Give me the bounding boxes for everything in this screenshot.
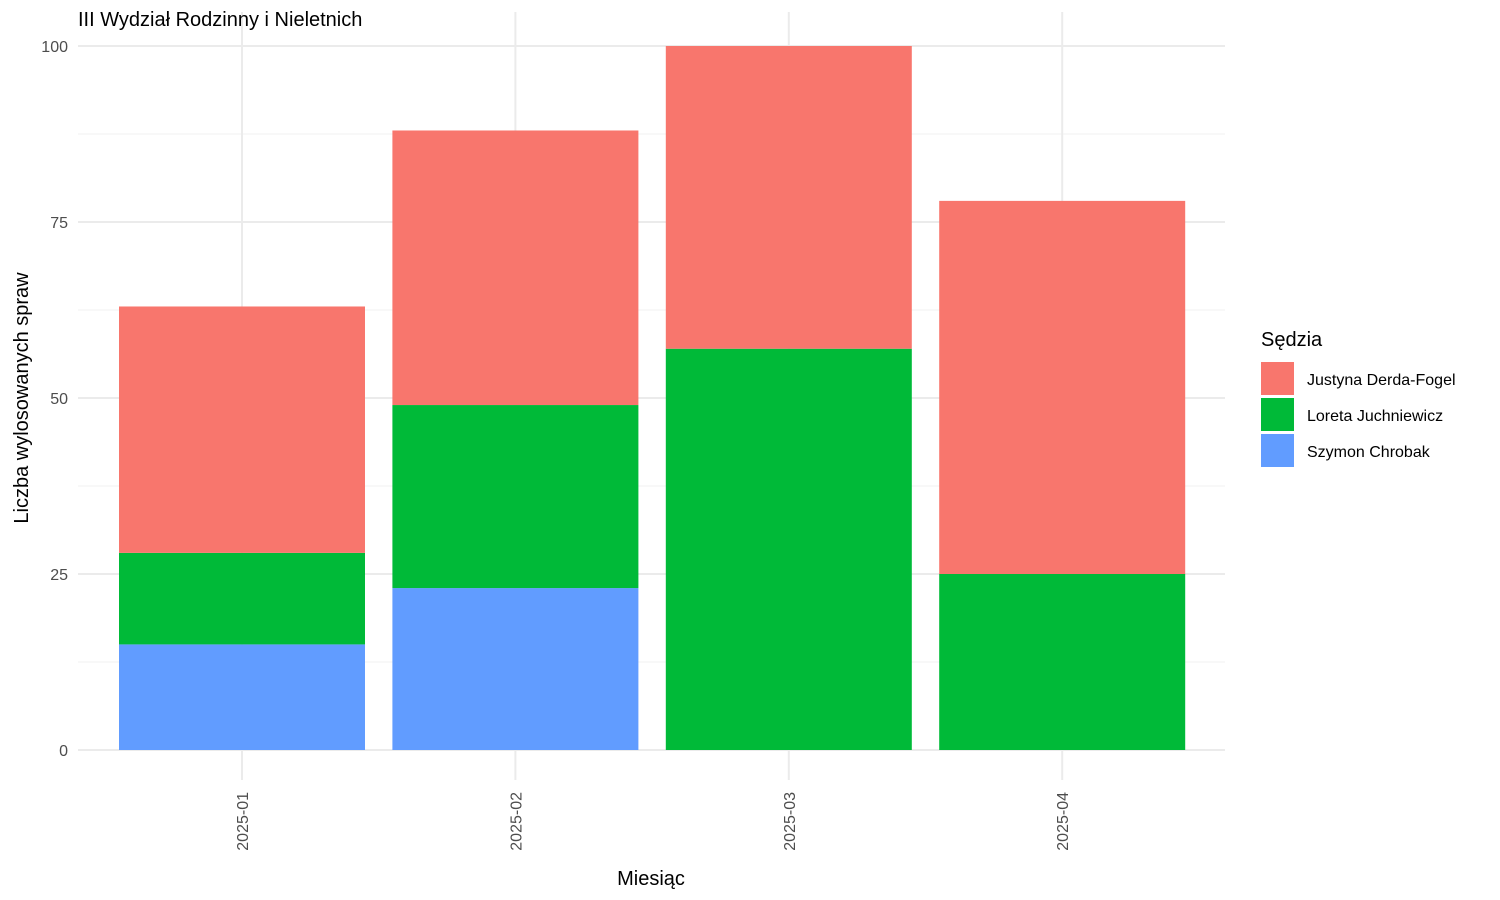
legend-label: Loreta Juchniewicz xyxy=(1307,408,1443,425)
chart-title: III Wydział Rodzinny i Nieletnich xyxy=(78,9,362,31)
legend-swatch xyxy=(1261,362,1294,395)
bar-segment-2025-04-loreta-juchniewicz xyxy=(939,574,1186,750)
legend: Sędzia Justyna Derda-Fogel Loreta Juchnie… xyxy=(1261,329,1456,467)
x-axis-ticks: 2025-01 2025-02 2025-03 2025-04 xyxy=(235,792,1072,851)
y-axis-title: Liczba wylosowanych spraw xyxy=(11,272,33,524)
bar-segment-2025-03-loreta-juchniewicz xyxy=(665,348,912,750)
y-tick-label: 50 xyxy=(50,391,68,408)
y-tick-label: 75 xyxy=(50,215,68,232)
legend-swatch xyxy=(1261,434,1294,467)
x-tick-label: 2025-01 xyxy=(235,792,252,851)
legend-label: Szymon Chrobak xyxy=(1307,444,1431,461)
legend-title: Sędzia xyxy=(1261,329,1323,351)
bar-segment-2025-03-justyna-derda-fogel xyxy=(665,46,912,349)
y-tick-label: 100 xyxy=(41,39,68,56)
bar-segment-2025-02-szymon-chrobak xyxy=(392,588,639,750)
x-tick-label: 2025-02 xyxy=(508,792,525,851)
legend-items: Justyna Derda-Fogel Loreta Juchniewicz Szy… xyxy=(1261,362,1456,467)
x-axis-title: Miesiąc xyxy=(617,868,685,890)
y-axis-ticks: 0 25 50 75 100 xyxy=(41,39,68,760)
legend-swatch xyxy=(1261,398,1294,431)
bar-segment-2025-01-justyna-derda-fogel xyxy=(119,306,365,553)
x-tick-label: 2025-03 xyxy=(782,792,799,851)
bar-segment-2025-01-szymon-chrobak xyxy=(119,644,365,750)
bars-layer xyxy=(119,46,1186,750)
bar-segment-2025-02-loreta-juchniewicz xyxy=(392,405,639,589)
bar-segment-2025-04-justyna-derda-fogel xyxy=(939,200,1186,574)
bar-segment-2025-02-justyna-derda-fogel xyxy=(392,130,639,406)
legend-label: Justyna Derda-Fogel xyxy=(1307,372,1456,389)
bar-segment-2025-01-loreta-juchniewicz xyxy=(119,552,365,645)
y-tick-label: 0 xyxy=(59,743,68,760)
y-tick-label: 25 xyxy=(50,567,68,584)
x-tick-label: 2025-04 xyxy=(1055,792,1072,851)
